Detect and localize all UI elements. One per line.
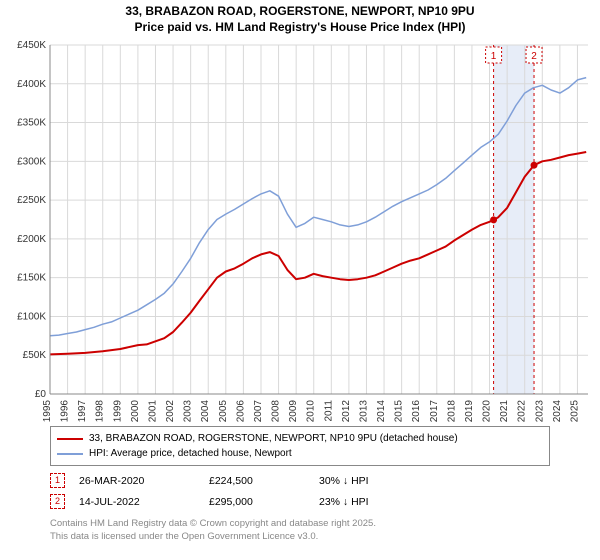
legend-label-hpi: HPI: Average price, detached house, Newp… [89,446,292,461]
transaction-date: 14-JUL-2022 [79,496,209,508]
transaction-marker: 1 [50,473,65,488]
transaction-row: 1 26-MAR-2020 £224,500 30% ↓ HPI [50,470,550,491]
svg-text:2005: 2005 [218,400,229,422]
legend: 33, BRABAZON ROAD, ROGERSTONE, NEWPORT, … [50,426,550,466]
svg-text:1996: 1996 [60,400,71,422]
svg-text:2013: 2013 [358,400,369,422]
svg-text:1995: 1995 [42,400,53,422]
svg-text:£200K: £200K [17,234,46,245]
svg-text:£350K: £350K [17,118,46,129]
svg-text:2014: 2014 [376,400,387,422]
svg-text:2011: 2011 [323,400,334,422]
svg-text:2024: 2024 [552,400,563,422]
svg-text:2020: 2020 [482,400,493,422]
svg-text:2010: 2010 [306,400,317,422]
svg-text:2008: 2008 [271,400,282,422]
legend-item-hpi: HPI: Average price, detached house, Newp… [57,446,543,461]
price-chart: £0 £50K £100K £150K £200K £250K £300K £350K £400… [0,37,600,422]
svg-text:2016: 2016 [411,400,422,422]
svg-text:2021: 2021 [499,400,510,422]
svg-text:2019: 2019 [464,400,475,422]
svg-text:£300K: £300K [17,157,46,168]
legend-item-price-paid: 33, BRABAZON ROAD, ROGERSTONE, NEWPORT, … [57,431,543,446]
legend-swatch-hpi [57,453,83,455]
svg-text:2012: 2012 [341,400,352,422]
svg-text:2: 2 [531,51,537,62]
svg-text:2023: 2023 [534,400,545,422]
transaction-table: 1 26-MAR-2020 £224,500 30% ↓ HPI 2 14-JU… [50,470,550,512]
svg-text:£0: £0 [35,389,47,400]
legend-label-price-paid: 33, BRABAZON ROAD, ROGERSTONE, NEWPORT, … [89,431,458,446]
svg-text:2003: 2003 [183,400,194,422]
svg-text:2001: 2001 [147,400,158,422]
transaction-row: 2 14-JUL-2022 £295,000 23% ↓ HPI [50,491,550,512]
transaction-marker: 2 [50,494,65,509]
svg-text:1999: 1999 [112,400,123,422]
svg-text:1997: 1997 [77,400,88,422]
svg-text:2017: 2017 [429,400,440,422]
svg-text:2022: 2022 [517,400,528,422]
svg-text:2009: 2009 [288,400,299,422]
transaction-date: 26-MAR-2020 [79,475,209,487]
page-title-line1: 33, BRABAZON ROAD, ROGERSTONE, NEWPORT, … [0,4,600,20]
svg-text:2025: 2025 [569,400,580,422]
attribution-line2: This data is licensed under the Open Gov… [50,531,550,543]
legend-swatch-price-paid [57,438,83,440]
transaction-delta: 23% ↓ HPI [319,496,369,508]
attribution-line1: Contains HM Land Registry data © Crown c… [50,518,550,530]
attribution: Contains HM Land Registry data © Crown c… [50,518,550,543]
svg-text:£250K: £250K [17,195,46,206]
svg-text:£450K: £450K [17,40,46,51]
svg-text:2004: 2004 [200,400,211,422]
svg-text:£100K: £100K [17,312,46,323]
svg-text:2000: 2000 [130,400,141,422]
svg-text:2002: 2002 [165,400,176,422]
transaction-delta: 30% ↓ HPI [319,475,369,487]
svg-text:£400K: £400K [17,79,46,90]
svg-text:£150K: £150K [17,273,46,284]
page-title-line2: Price paid vs. HM Land Registry's House … [0,20,600,36]
svg-text:2015: 2015 [394,400,405,422]
svg-text:2007: 2007 [253,400,264,422]
svg-text:2006: 2006 [235,400,246,422]
svg-text:2018: 2018 [446,400,457,422]
transaction-price: £224,500 [209,475,319,487]
transaction-price: £295,000 [209,496,319,508]
svg-text:1998: 1998 [95,400,106,422]
svg-text:£50K: £50K [23,350,47,361]
svg-text:1: 1 [491,51,497,62]
